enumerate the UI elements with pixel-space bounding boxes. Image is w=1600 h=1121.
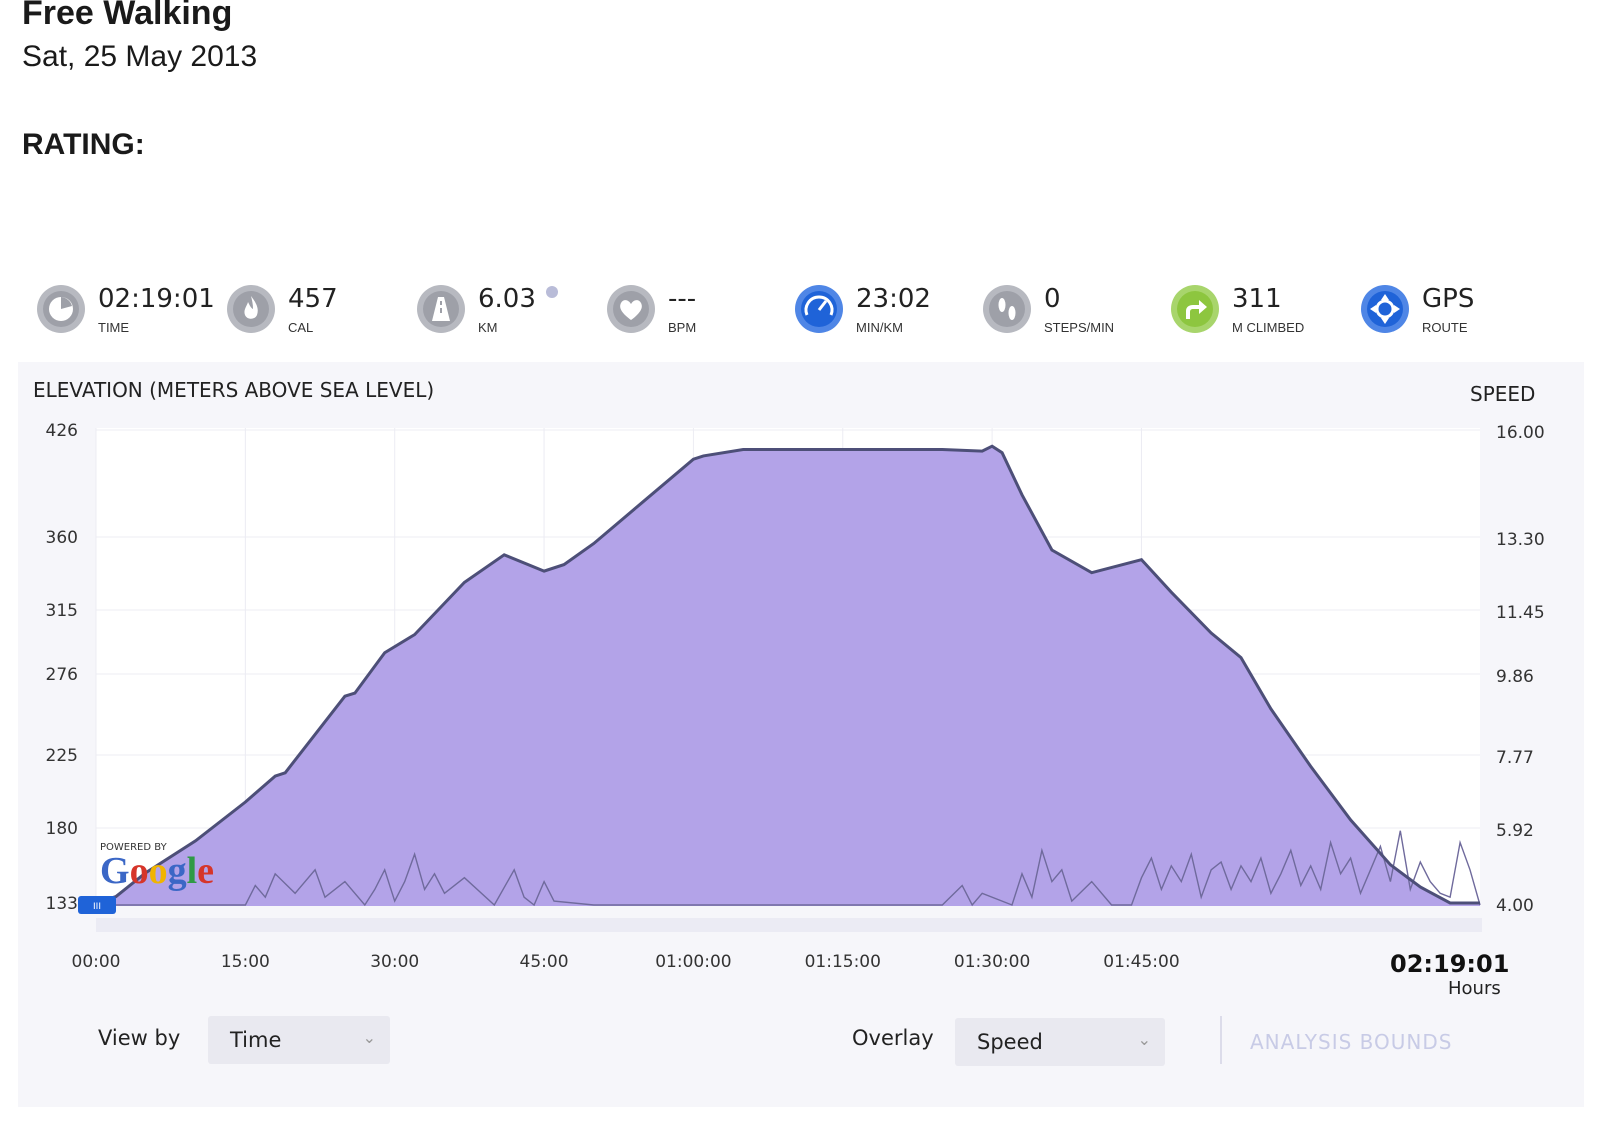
analysis-bounds-label: ANALYSIS BOUNDS	[1250, 1030, 1453, 1054]
chevron-down-icon: ⌄	[362, 1028, 376, 1047]
x-tick-label: 30:00	[370, 952, 419, 972]
google-letter: G	[100, 850, 130, 892]
stat-label: TIME	[98, 320, 130, 335]
stat-label: ROUTE	[1422, 320, 1468, 335]
divider	[1220, 1016, 1222, 1064]
google-letter: e	[197, 850, 214, 892]
footsteps-icon	[982, 284, 1032, 334]
analysis-bounds-button[interactable]: ANALYSIS BOUNDS	[1250, 1030, 1452, 1054]
left-tick-label: 315	[46, 601, 78, 621]
end-time-unit: Hours	[1448, 978, 1501, 999]
right-tick-label: 11.45	[1496, 603, 1545, 623]
x-tick-label: 45:00	[520, 952, 569, 972]
view-by-select[interactable]: Time ⌄	[208, 1016, 390, 1064]
end-time: 02:19:01	[1390, 950, 1510, 978]
x-tick-label: 01:15:00	[805, 952, 881, 972]
left-axis-title: ELEVATION (METERS ABOVE SEA LEVEL)	[33, 378, 435, 402]
right-axis-title: SPEED	[1470, 382, 1536, 406]
overlay-value: Speed	[977, 1030, 1043, 1054]
gps-target-icon[interactable]	[1360, 284, 1410, 334]
overlay-label: Overlay	[852, 1026, 934, 1050]
edit-distance-icon[interactable]	[546, 286, 558, 298]
stat-label: BPM	[668, 320, 697, 335]
x-tick-label: 01:00:00	[655, 952, 731, 972]
heart-icon	[606, 284, 656, 334]
stat-label: MIN/KM	[856, 320, 903, 335]
stat-label: KM	[478, 320, 498, 335]
range-slider-handle[interactable]	[78, 896, 116, 914]
left-tick-label: 426	[46, 421, 78, 441]
stat-value: 457	[288, 284, 338, 314]
left-tick-label: 225	[46, 746, 78, 766]
google-logo: POWERED BY Google	[100, 842, 214, 892]
google-letter: o	[148, 850, 168, 892]
stats-bar: 02:19:01 TIME 457 CAL 6.03 KM --- BPM 23…	[36, 280, 1576, 340]
rating-label: RATING:	[22, 128, 145, 161]
google-wordmark: Google	[100, 850, 214, 892]
left-tick-label: 276	[46, 665, 78, 685]
google-letter: l	[186, 850, 198, 892]
stat-value: 0	[1044, 284, 1061, 314]
stat-label: CAL	[288, 320, 314, 335]
view-by-label: View by	[98, 1026, 181, 1050]
right-tick-label: 5.92	[1496, 821, 1534, 841]
powered-by-label: POWERED BY	[100, 842, 167, 853]
x-tick-label: 15:00	[221, 952, 270, 972]
climb-arrow-icon	[1170, 284, 1220, 334]
activity-date: Sat, 25 May 2013	[22, 40, 258, 73]
left-tick-label: 360	[46, 528, 78, 548]
stat-label: M CLIMBED	[1232, 320, 1305, 335]
flame-icon	[226, 284, 276, 334]
x-tick-label: 00:00	[72, 952, 121, 972]
elevation-line	[95, 444, 1480, 905]
chevron-down-icon: ⌄	[1137, 1030, 1151, 1049]
google-letter: o	[129, 850, 149, 892]
speedometer-icon	[794, 284, 844, 334]
stopwatch-icon	[36, 284, 86, 334]
range-slider-handle-label: III	[93, 902, 101, 912]
left-tick-label: 180	[46, 819, 78, 839]
stat-value: 6.03	[478, 284, 536, 314]
right-tick-label: 16.00	[1496, 423, 1545, 443]
elevation-area	[96, 446, 1480, 906]
stat-value: 23:02	[856, 284, 931, 314]
left-tick-label: 133	[46, 894, 78, 914]
stat-label: STEPS/MIN	[1044, 320, 1115, 335]
speed-line	[96, 830, 1481, 907]
road-icon	[416, 284, 466, 334]
right-tick-label: 7.77	[1496, 748, 1534, 768]
right-tick-label: 13.30	[1496, 530, 1545, 550]
view-by-value: Time	[230, 1028, 282, 1052]
google-letter: g	[167, 850, 187, 892]
range-slider-track[interactable]	[96, 918, 1482, 932]
right-tick-label: 9.86	[1496, 667, 1534, 687]
stat-value: 311	[1232, 284, 1282, 314]
stat-value: ---	[668, 284, 697, 314]
stat-value: GPS	[1422, 284, 1475, 314]
overlay-select[interactable]: Speed ⌄	[955, 1018, 1165, 1066]
activity-title: Free Walking	[22, 0, 233, 32]
right-tick-label: 4.00	[1496, 896, 1534, 916]
stat-value: 02:19:01	[98, 284, 215, 314]
x-tick-label: 01:45:00	[1103, 952, 1179, 972]
x-tick-label: 01:30:00	[954, 952, 1030, 972]
